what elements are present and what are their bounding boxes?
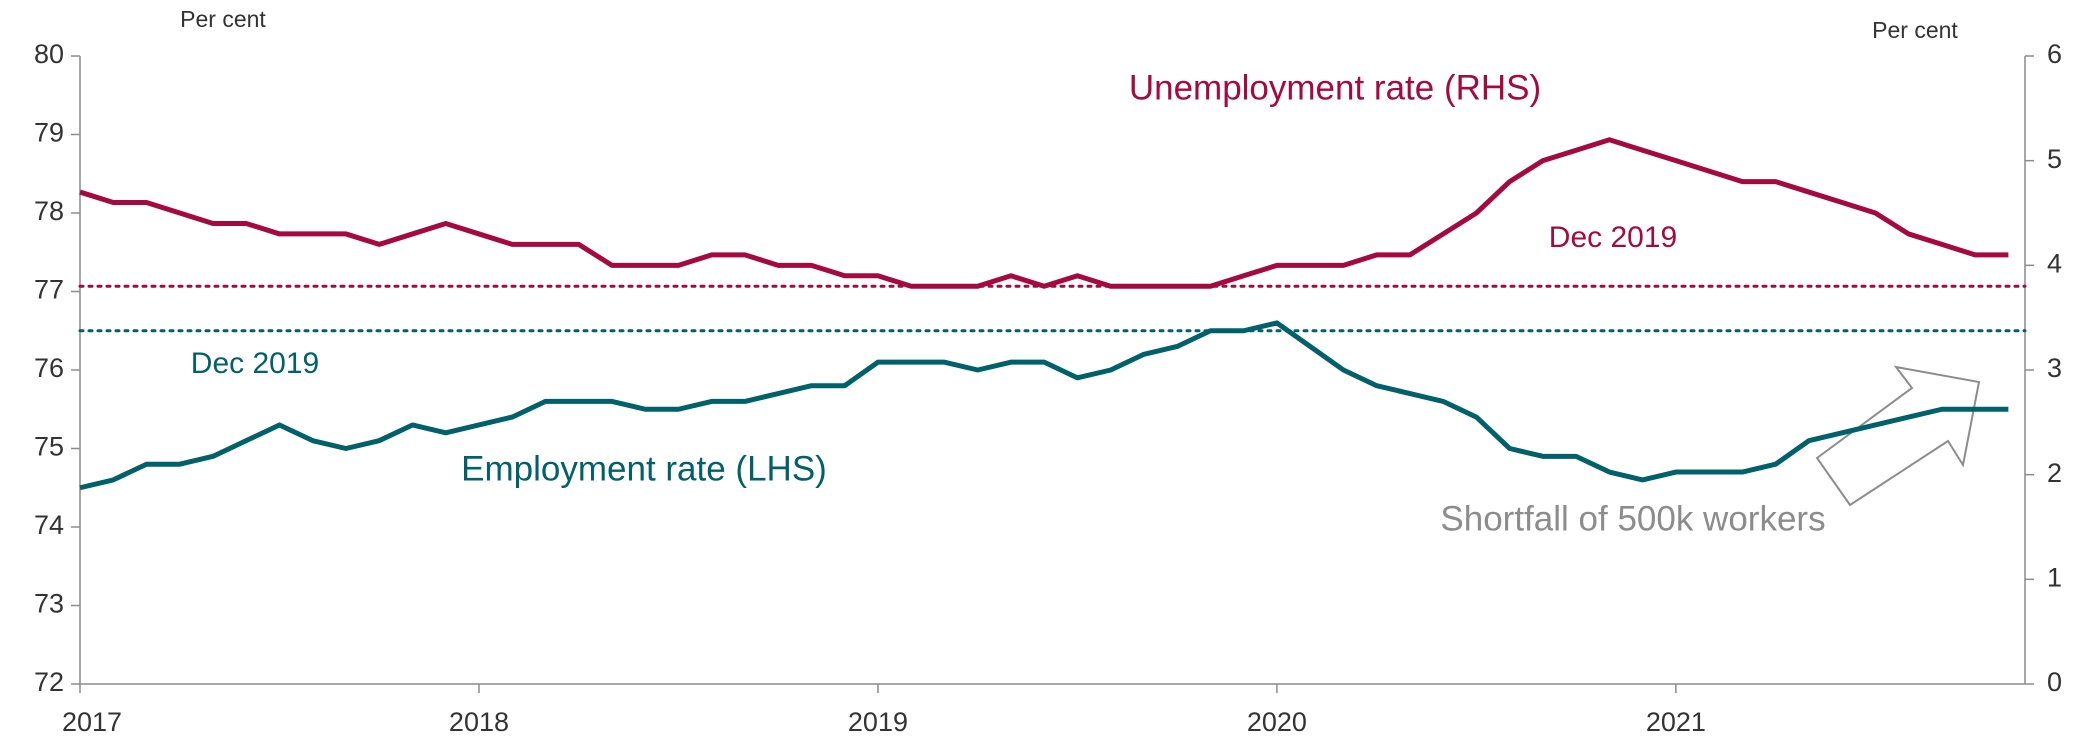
annotation-arrow	[1815, 365, 1981, 507]
y2-tick-label: 4	[2047, 248, 2062, 278]
y-tick-label: 80	[34, 39, 64, 69]
series-line	[79, 137, 2009, 289]
y2-tick-label: 6	[2047, 39, 2062, 69]
y-tick-label: 78	[34, 196, 64, 226]
plot-area: 72 73 74 75 76 77 78 79 80 0 1 2 3 4 5 6 2017 2018 2019 202…	[34, 39, 2062, 737]
y2-tick-label: 5	[2047, 144, 2062, 174]
y2-axis-label: Per cent	[1872, 17, 1958, 43]
reference-label: Dec 2019	[1549, 221, 1677, 254]
y-tick-label: 73	[34, 589, 64, 619]
y2-tick-label: 2	[2047, 458, 2062, 488]
series-label: Unemployment rate (RHS)	[1129, 68, 1541, 107]
y-tick-label: 76	[34, 353, 64, 383]
y-tick-label: 77	[34, 275, 64, 305]
series-line	[79, 320, 2009, 491]
y-axis-label: Per cent	[180, 6, 266, 32]
x-tick-label: 2017	[62, 707, 122, 737]
y-tick-label: 74	[34, 510, 64, 540]
y-tick-label: 72	[34, 667, 64, 697]
y2-tick-label: 1	[2047, 562, 2062, 592]
x-tick-label: 2018	[449, 707, 509, 737]
y-tick-label: 79	[34, 118, 64, 148]
x-tick-label: 2019	[848, 707, 908, 737]
reference-label: Dec 2019	[191, 347, 319, 380]
x-tick-label: 2020	[1247, 707, 1307, 737]
y2-tick-label: 3	[2047, 353, 2062, 383]
y2-tick-label: 0	[2047, 667, 2062, 697]
series-label: Employment rate (LHS)	[461, 449, 827, 488]
y-tick-label: 75	[34, 432, 64, 462]
annotation: Shortfall of 500k workers	[1440, 499, 1825, 538]
x-tick-label: 2021	[1646, 707, 1706, 737]
